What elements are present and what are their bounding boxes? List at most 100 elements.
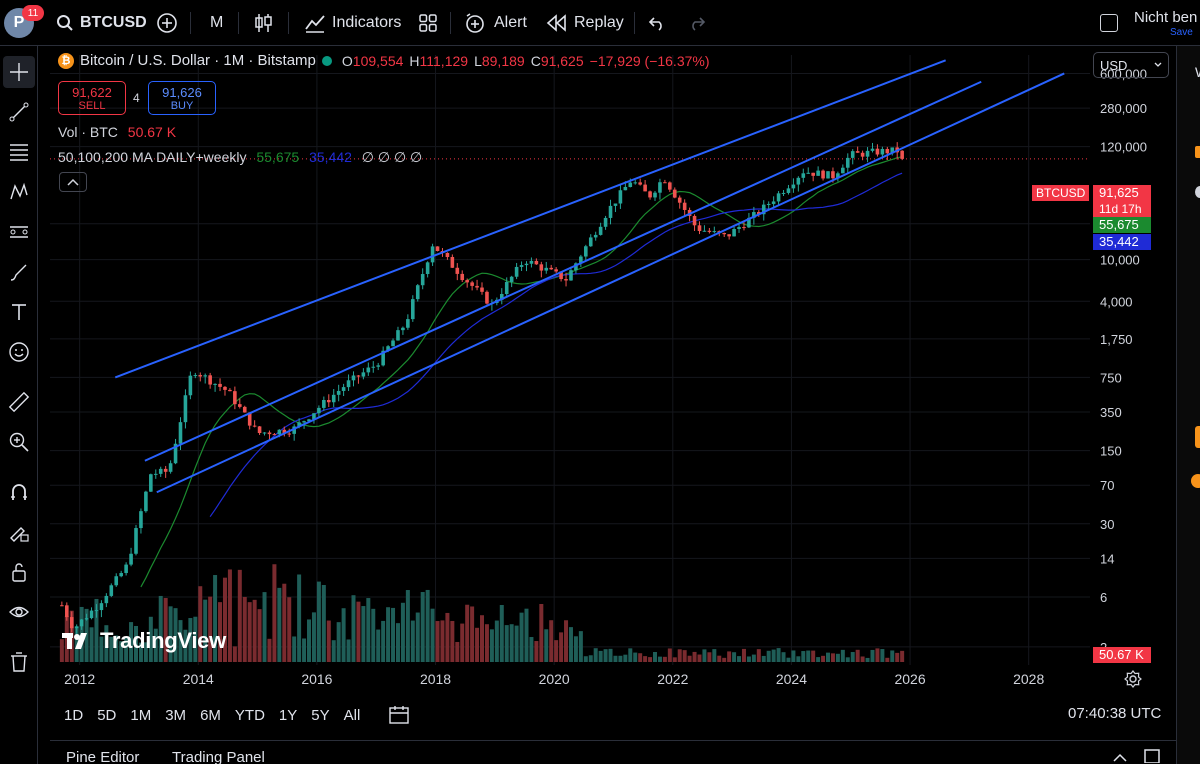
text-icon (12, 304, 26, 320)
timeframe-all[interactable]: All (343, 706, 361, 724)
settings-icon[interactable] (1124, 670, 1142, 688)
volume-legend[interactable]: Vol · BTC 50.67 K (58, 124, 176, 140)
lock-tool[interactable] (3, 556, 35, 588)
timeframe-5d[interactable]: 5D (97, 706, 117, 724)
candle-body (149, 474, 153, 492)
crosshair-tool[interactable] (3, 56, 35, 88)
ma-label: 50,100,200 MA DAILY+weekly (58, 149, 247, 165)
layout-name[interactable]: Nicht ben (1134, 8, 1198, 26)
sell-button[interactable]: 91,622 SELL (58, 81, 126, 115)
watchlist-item-icon[interactable] (1195, 186, 1200, 198)
low-value: 89,189 (481, 52, 525, 69)
alert-button[interactable]: Alert (464, 0, 527, 46)
channel-line[interactable] (156, 72, 1065, 494)
price-axis[interactable]: 600,000280,000120,00022,00010,0004,0001,… (1100, 66, 1147, 654)
volume-bar (307, 619, 312, 662)
layout-checkbox[interactable] (1100, 14, 1118, 32)
volume-bar (465, 604, 470, 662)
projection-tool[interactable] (3, 216, 35, 248)
undo-button[interactable] (648, 0, 666, 46)
candle-body (529, 260, 534, 264)
candle-body (831, 171, 835, 179)
chart-type-button[interactable] (254, 0, 274, 46)
symbol-search[interactable]: BTCUSD (56, 0, 147, 46)
volume-bar (484, 624, 489, 662)
candle-body (559, 271, 563, 280)
remove-drawings-tool[interactable] (3, 646, 35, 678)
watchlist-header-icon[interactable]: W (1195, 64, 1200, 80)
volume-bar (188, 618, 193, 662)
collapse-legend-button[interactable] (59, 172, 87, 192)
candle-body (351, 375, 356, 381)
timeframe-5y[interactable]: 5Y (311, 706, 330, 724)
candle-body (860, 152, 865, 157)
volume-bar (830, 653, 835, 662)
buy-button[interactable]: 91,626 BUY (148, 81, 216, 115)
candle-body (870, 148, 875, 151)
watchlist-item-icon[interactable] (1195, 426, 1200, 448)
candle-body (588, 237, 593, 247)
time-axis[interactable]: 2012 2014 2016 2018 2020 2022 2024 2026 2028 (64, 671, 1044, 687)
ruler-tool[interactable] (3, 386, 35, 418)
brush-tool[interactable] (3, 256, 35, 288)
alarm-clock-icon (466, 13, 484, 33)
ma-value-2: 35,442 (309, 149, 352, 165)
timeframe-3m[interactable]: 3M (165, 706, 187, 724)
clock-label[interactable]: 07:40:38 UTC (1068, 705, 1162, 722)
volume-bar (776, 648, 781, 662)
volume-bar (509, 624, 514, 662)
hide-drawings-tool[interactable] (3, 596, 35, 628)
maximize-panel-icon[interactable] (1144, 749, 1160, 763)
candle-body (193, 375, 198, 377)
candle-body (178, 422, 183, 444)
interval-button[interactable]: M (210, 14, 224, 31)
redo-button[interactable] (688, 0, 706, 46)
candle-body (371, 366, 376, 368)
zoom-tool[interactable] (3, 426, 35, 458)
timeframe-6m[interactable]: 6M (200, 706, 221, 724)
tab-pine-editor[interactable]: Pine Editor (66, 749, 140, 764)
candle-body (445, 252, 450, 258)
replay-button[interactable]: Replay (546, 0, 624, 46)
stay-drawing-tool[interactable] (3, 516, 35, 548)
ma-legend[interactable]: 50,100,200 MA DAILY+weekly 55,675 35,442… (58, 149, 422, 166)
tab-trading-panel[interactable]: Trading Panel (172, 749, 265, 764)
price-axis-label: 10,000 (1100, 253, 1140, 268)
magnet-tool[interactable] (3, 476, 35, 508)
text-tool[interactable] (3, 296, 35, 328)
save-label[interactable]: Save (1170, 27, 1193, 38)
volume-bar (420, 592, 425, 662)
candle-body (747, 217, 751, 228)
volume-bar (124, 637, 129, 662)
candle-body (707, 230, 712, 232)
timeframe-1d[interactable]: 1D (64, 706, 84, 724)
fib-tool[interactable] (3, 136, 35, 168)
channel-lines[interactable] (114, 59, 1065, 494)
pattern-tool[interactable] (3, 176, 35, 208)
candle-body (534, 260, 539, 265)
channel-line[interactable] (114, 59, 947, 379)
volume-bar (648, 657, 653, 662)
candle-body (623, 186, 628, 191)
timeframe-ytd[interactable]: YTD (234, 706, 265, 724)
compare-button[interactable] (156, 0, 178, 46)
symbol-title[interactable]: Bitcoin / U.S. Dollar · 1M · Bitstamp (80, 52, 316, 69)
calendar-range-icon[interactable] (388, 704, 410, 726)
price-chart[interactable]: 600,000280,000120,00022,00010,0004,0001,… (50, 50, 1176, 690)
channel-line[interactable] (144, 80, 982, 462)
currency-select[interactable]: USD (1093, 52, 1169, 78)
timeframe-1y[interactable]: 1Y (278, 706, 298, 724)
tradingview-logo[interactable]: TradingView (62, 628, 226, 654)
volume-bar (618, 655, 623, 662)
candle-body (336, 390, 341, 395)
indicators-button[interactable]: Indicators (304, 0, 401, 46)
layouts-button[interactable] (418, 0, 438, 46)
collapse-panel-icon[interactable] (1112, 749, 1128, 763)
watchlist-item-icon[interactable] (1195, 146, 1200, 158)
timeframe-1m[interactable]: 1M (130, 706, 152, 724)
emoji-tool[interactable] (3, 336, 35, 368)
rewind-icon (546, 14, 566, 32)
volume-bar (218, 602, 223, 662)
volume-bar (193, 616, 198, 662)
trend-line-tool[interactable] (3, 96, 35, 128)
